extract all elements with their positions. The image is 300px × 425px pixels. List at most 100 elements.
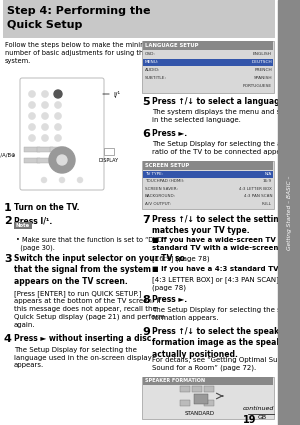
- Text: 16:9: 16:9: [263, 179, 272, 183]
- Bar: [180, 386, 190, 392]
- Bar: [143, 59, 273, 66]
- Text: 2: 2: [4, 216, 12, 226]
- Text: 8: 8: [142, 295, 150, 305]
- Text: ■ If you have a wide-screen TV or a 4:3
standard TV with a wide-screen mode: ■ If you have a wide-screen TV or a 4:3 …: [152, 237, 300, 251]
- Text: [4:3 LETTER BOX] or [4:3 PAN SCAN]
(page 78): [4:3 LETTER BOX] or [4:3 PAN SCAN] (page…: [152, 276, 279, 291]
- Bar: [143, 171, 273, 178]
- Text: LANGUAGE SETUP: LANGUAGE SETUP: [145, 43, 199, 48]
- Bar: [194, 394, 208, 404]
- Text: ■ If you have a 4:3 standard TV: ■ If you have a 4:3 standard TV: [152, 266, 278, 272]
- Text: DISPLAY: DISPLAY: [99, 158, 119, 163]
- Circle shape: [28, 91, 35, 97]
- Text: TV TYPE:: TV TYPE:: [145, 172, 163, 176]
- Circle shape: [49, 147, 75, 173]
- Text: SPEAKER FORMATION: SPEAKER FORMATION: [145, 379, 205, 383]
- Text: [16:9] (page 78): [16:9] (page 78): [152, 255, 210, 262]
- Text: Press ↑/↓ to select a language.: Press ↑/↓ to select a language.: [152, 97, 288, 106]
- Bar: [142, 377, 274, 419]
- Bar: [3, 0, 275, 38]
- Text: 7: 7: [142, 215, 150, 225]
- Bar: [192, 386, 202, 392]
- Text: 5: 5: [142, 97, 150, 107]
- Text: Step 4: Performing the
Quick Setup: Step 4: Performing the Quick Setup: [7, 6, 151, 30]
- Text: The Setup Display for selecting the aspect
ratio of the TV to be connected appea: The Setup Display for selecting the aspe…: [152, 141, 300, 155]
- Circle shape: [41, 177, 47, 183]
- Circle shape: [55, 124, 62, 130]
- Bar: [142, 41, 274, 93]
- Text: SCREEN SETUP: SCREEN SETUP: [145, 163, 189, 168]
- Bar: [204, 386, 214, 392]
- Text: AUDIO:: AUDIO:: [145, 68, 161, 72]
- Text: For details, see “Getting Optimal Surround
Sound for a Room” (page 72).: For details, see “Getting Optimal Surrou…: [152, 357, 300, 371]
- Text: MENU:: MENU:: [145, 60, 159, 64]
- Text: The Setup Display for selecting the speaker
formation appears.: The Setup Display for selecting the spea…: [152, 307, 300, 321]
- Text: BACKGROUND:: BACKGROUND:: [145, 194, 176, 198]
- Text: PORTUGUESE: PORTUGUESE: [243, 84, 272, 88]
- Circle shape: [41, 113, 49, 119]
- Circle shape: [55, 102, 62, 108]
- Bar: [180, 400, 190, 406]
- Text: 6: 6: [142, 129, 150, 139]
- Text: OSD:: OSD:: [145, 52, 156, 56]
- Circle shape: [55, 113, 62, 119]
- Text: I/¹: I/¹: [113, 91, 120, 97]
- Circle shape: [55, 134, 62, 142]
- Circle shape: [41, 102, 49, 108]
- Bar: [143, 41, 273, 50]
- Text: continued: continued: [243, 406, 274, 411]
- Text: Switch the input selector on your TV so
that the signal from the system
appears : Switch the input selector on your TV so …: [14, 254, 185, 286]
- Text: Press ►.: Press ►.: [152, 295, 187, 304]
- Bar: [37, 147, 53, 151]
- Text: 19: 19: [243, 415, 257, 425]
- Bar: [143, 377, 273, 385]
- Text: Press ►.: Press ►.: [152, 129, 187, 138]
- FancyBboxPatch shape: [20, 78, 104, 190]
- Bar: [104, 148, 114, 155]
- Text: FULL: FULL: [262, 202, 272, 206]
- Text: Press I/¹.: Press I/¹.: [14, 216, 52, 225]
- Text: TOUCHPAD (HDMI):: TOUCHPAD (HDMI):: [145, 179, 184, 183]
- Text: Press ↑/↓ to select the speaker
formation image as the speakers are
actually pos: Press ↑/↓ to select the speaker formatio…: [152, 327, 300, 359]
- Circle shape: [41, 91, 49, 97]
- Text: Turn on the TV.: Turn on the TV.: [14, 203, 80, 212]
- Circle shape: [41, 134, 49, 142]
- Text: ENGLISH: ENGLISH: [253, 52, 272, 56]
- Text: Press ↑/↓ to select the setting that
matches your TV type.: Press ↑/↓ to select the setting that mat…: [152, 215, 300, 235]
- Text: Note: Note: [15, 223, 29, 228]
- Text: DEUTSCH: DEUTSCH: [251, 60, 272, 64]
- Circle shape: [59, 177, 65, 183]
- Circle shape: [41, 124, 49, 130]
- Circle shape: [28, 124, 35, 130]
- Text: FRENCH: FRENCH: [254, 68, 272, 72]
- Text: GB: GB: [258, 415, 267, 420]
- Bar: [24, 147, 40, 151]
- Text: [Press [ENTER] to run QUICK SETUP.]
appears at the bottom of the TV screen. If
t: [Press [ENTER] to run QUICK SETUP.] appe…: [14, 290, 165, 328]
- Text: SPANISH: SPANISH: [254, 76, 272, 80]
- Text: N/A: N/A: [265, 172, 272, 176]
- Bar: [24, 158, 40, 162]
- Circle shape: [57, 155, 67, 165]
- Bar: [204, 400, 214, 406]
- Text: 4:3 PAN SCAN: 4:3 PAN SCAN: [244, 194, 272, 198]
- Text: The system displays the menu and subtitles
in the selected language.: The system displays the menu and subtitl…: [152, 109, 300, 123]
- Text: A/V OUTPUT:: A/V OUTPUT:: [145, 202, 171, 206]
- Text: Getting Started – BASIC –: Getting Started – BASIC –: [286, 175, 292, 250]
- Text: a/b/A/B⊕: a/b/A/B⊕: [0, 153, 16, 158]
- Text: SUBTITLE:: SUBTITLE:: [145, 76, 167, 80]
- Text: 3: 3: [4, 254, 12, 264]
- Text: SCREEN SAVER:: SCREEN SAVER:: [145, 187, 178, 191]
- Bar: [142, 161, 274, 209]
- Circle shape: [77, 177, 83, 183]
- Circle shape: [28, 102, 35, 108]
- Circle shape: [28, 113, 35, 119]
- Bar: [37, 158, 53, 162]
- Text: The Setup Display for selecting the
language used in the on-screen display
appea: The Setup Display for selecting the lang…: [14, 347, 152, 368]
- Text: 9: 9: [142, 327, 150, 337]
- Text: 4:3 LETTER BOX: 4:3 LETTER BOX: [239, 187, 272, 191]
- Text: STANDARD: STANDARD: [185, 411, 215, 416]
- Bar: [50, 158, 66, 162]
- Circle shape: [28, 134, 35, 142]
- Bar: [278, 0, 300, 425]
- Text: 1: 1: [4, 203, 12, 213]
- Text: Press ► without inserting a disc.: Press ► without inserting a disc.: [14, 334, 154, 343]
